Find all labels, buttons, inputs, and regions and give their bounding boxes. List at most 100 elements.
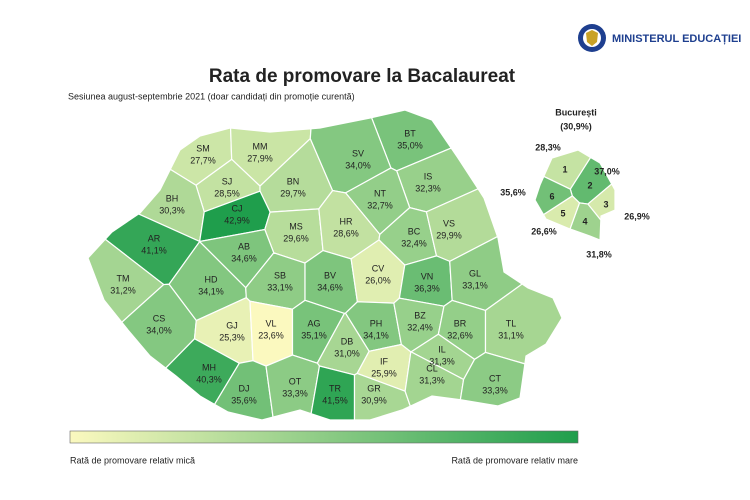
county-code: GR bbox=[367, 383, 381, 393]
county-code: IF bbox=[380, 356, 389, 366]
subtitle: Sesiunea august-septembrie 2021 (doar ca… bbox=[68, 91, 355, 101]
county-code: SM bbox=[196, 143, 210, 153]
county-value: 34,1% bbox=[198, 286, 224, 296]
county-code: BC bbox=[408, 226, 421, 236]
county-value: 31,2% bbox=[110, 285, 136, 295]
county-code: SV bbox=[352, 148, 364, 158]
county bbox=[404, 351, 465, 407]
county-code: CT bbox=[489, 373, 501, 383]
county-value: 40,3% bbox=[196, 374, 222, 384]
county-code: BT bbox=[404, 128, 416, 138]
county-value: 35,0% bbox=[397, 140, 423, 150]
county-code: HD bbox=[205, 274, 218, 284]
county-value: 36,3% bbox=[414, 283, 440, 293]
county-value: 26,0% bbox=[365, 275, 391, 285]
sector-number: 3 bbox=[603, 199, 608, 209]
legend-high: Rată de promovare relativ mare bbox=[451, 455, 578, 465]
sector-value: 26,6% bbox=[531, 226, 557, 236]
legend-gradient bbox=[69, 430, 579, 444]
county-value: 27,9% bbox=[247, 153, 273, 163]
county-value: 29,7% bbox=[280, 188, 306, 198]
county-value: 33,3% bbox=[282, 388, 308, 398]
county bbox=[213, 360, 274, 421]
county-code: BH bbox=[166, 193, 179, 203]
county-code: CS bbox=[153, 313, 166, 323]
county-value: 33,3% bbox=[482, 385, 508, 395]
county-value: 33,1% bbox=[267, 282, 293, 292]
county-code: BZ bbox=[414, 310, 426, 320]
county bbox=[459, 351, 526, 407]
county-value: 23,6% bbox=[258, 330, 284, 340]
county-value: 31,3% bbox=[419, 375, 445, 385]
county-value: 34,0% bbox=[146, 325, 172, 335]
county-value: 34,1% bbox=[363, 330, 389, 340]
county-code: HR bbox=[340, 216, 353, 226]
county-value: 28,5% bbox=[214, 188, 240, 198]
county-code: MM bbox=[253, 141, 268, 151]
county-code: CV bbox=[372, 263, 385, 273]
county-code: CJ bbox=[232, 203, 243, 213]
county-value: 29,6% bbox=[283, 233, 309, 243]
county bbox=[353, 372, 412, 421]
county-code: DB bbox=[341, 336, 354, 346]
sector-value: 35,6% bbox=[500, 187, 526, 197]
county-value: 35,6% bbox=[231, 395, 257, 405]
county-value: 29,9% bbox=[436, 230, 462, 240]
county-code: IL bbox=[438, 344, 446, 354]
county-code: AR bbox=[148, 233, 161, 243]
sector-number: 4 bbox=[582, 216, 587, 226]
bucharest-inset: 1 28,3% 237,0% 3 26,9% 4 31,8% 526,6% 6 35,6% bbox=[500, 142, 650, 259]
logo-text: MINISTERUL EDUCAȚIEI bbox=[612, 33, 741, 45]
sector-value: 37,0% bbox=[594, 166, 620, 176]
county-value: 27,7% bbox=[190, 155, 216, 165]
county-value: 42,9% bbox=[224, 215, 250, 225]
county-value: 31,0% bbox=[334, 348, 360, 358]
county-code: PH bbox=[370, 318, 383, 328]
sector-number: 5 bbox=[560, 208, 565, 218]
county-value: 32,4% bbox=[401, 238, 427, 248]
county-value: 30,9% bbox=[361, 395, 387, 405]
county-code: TR bbox=[329, 383, 341, 393]
county-value: 41,1% bbox=[141, 245, 167, 255]
bucharest-value: (30,9%) bbox=[560, 121, 592, 131]
sector-value: 28,3% bbox=[535, 142, 561, 152]
county-value: 32,3% bbox=[415, 183, 441, 193]
county-code: AB bbox=[238, 241, 250, 251]
county-code: GL bbox=[469, 268, 481, 278]
title: Rata de promovare la Bacalaureat bbox=[209, 66, 516, 87]
county-code: VN bbox=[421, 271, 434, 281]
county-value: 32,6% bbox=[447, 330, 473, 340]
logo: MINISTERUL EDUCAȚIEI bbox=[578, 24, 741, 52]
county-value: 35,1% bbox=[301, 330, 327, 340]
county-value: 32,7% bbox=[367, 200, 393, 210]
county-value: 34,0% bbox=[345, 160, 371, 170]
county-value: 31,1% bbox=[498, 330, 524, 340]
county-code: GJ bbox=[226, 320, 238, 330]
sector-number: 2 bbox=[587, 180, 592, 190]
sector-value: 31,8% bbox=[586, 249, 612, 259]
county-code: BR bbox=[454, 318, 467, 328]
sector-number: 1 bbox=[562, 164, 567, 174]
county-code: NT bbox=[374, 188, 386, 198]
county-value: 25,3% bbox=[219, 332, 245, 342]
sector-value: 26,9% bbox=[624, 211, 650, 221]
county-value: 41,5% bbox=[322, 395, 348, 405]
county-code: OT bbox=[289, 376, 302, 386]
county-value: 28,6% bbox=[333, 228, 359, 238]
county-code: MH bbox=[202, 362, 216, 372]
bucharest-name: București bbox=[555, 107, 597, 117]
county-code: AG bbox=[307, 318, 320, 328]
county bbox=[484, 283, 563, 365]
sector-number: 6 bbox=[549, 191, 554, 201]
county-code: DJ bbox=[239, 383, 250, 393]
county-code: VL bbox=[265, 318, 276, 328]
county-code: MS bbox=[289, 221, 303, 231]
county-value: 31,3% bbox=[429, 356, 455, 366]
county-value: 33,1% bbox=[462, 280, 488, 290]
county-value: 30,3% bbox=[159, 205, 185, 215]
counties: SM 27,7% MM 27,9% BT 35,0% SJ 28,5% BN 29,7% SV 34,… bbox=[87, 109, 563, 421]
county-code: SJ bbox=[222, 176, 233, 186]
county-code: TL bbox=[506, 318, 517, 328]
county-code: BV bbox=[324, 270, 336, 280]
